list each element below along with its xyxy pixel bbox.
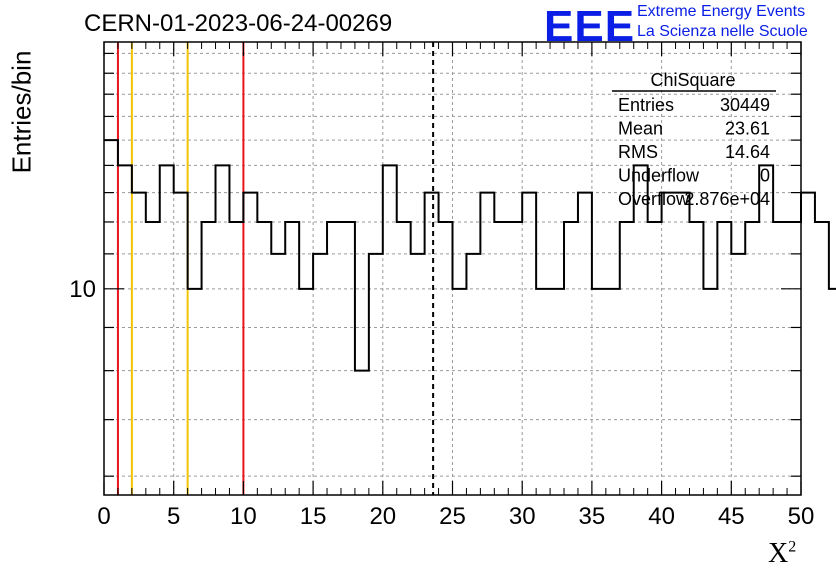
stats-label: RMS	[618, 142, 658, 162]
stats-value: 2.876e+04	[684, 189, 770, 209]
stats-label: Entries	[618, 95, 674, 115]
x-axis-label: X2	[768, 538, 797, 569]
x-tick-label: 40	[648, 503, 675, 530]
stats-value: 30449	[720, 95, 770, 115]
stats-label: Overflow	[618, 189, 690, 209]
stats-label: Mean	[618, 119, 663, 139]
marker-lines	[116, 42, 435, 495]
eee-logo: EEE	[544, 2, 636, 51]
stats-value: 14.64	[725, 142, 770, 162]
x-tick-label: 35	[579, 503, 606, 530]
y-tick-label: 10	[69, 276, 96, 303]
x-tick-label: 0	[97, 503, 110, 530]
x-tick-label: 50	[788, 503, 815, 530]
x-tick-label: 15	[300, 503, 327, 530]
x-tick-label: 10	[230, 503, 257, 530]
x-tick-label: 45	[718, 503, 745, 530]
stats-title: ChiSquare	[650, 70, 735, 90]
x-tick-label: 20	[369, 503, 396, 530]
stats-value: 0	[760, 166, 770, 186]
grid	[104, 42, 801, 495]
x-tick-label: 30	[509, 503, 536, 530]
histogram-series	[104, 139, 836, 372]
logo-subtitle-2: La Scienza nelle Scuole	[637, 23, 808, 40]
axis-ticks: 0 5 10 15 20 25 30 35 40 45 50 10	[69, 42, 814, 530]
stats-box: ChiSquare Entries 30449 Mean 23.61 RMS 14.64 U…	[612, 70, 776, 209]
logo-subtitle-1: Extreme Energy Events	[637, 3, 806, 20]
x-tick-label: 5	[167, 503, 180, 530]
stats-label: Underflow	[618, 166, 700, 186]
x-tick-label: 25	[439, 503, 466, 530]
stats-value: 23.61	[725, 119, 770, 139]
chart-title: CERN-01-2023-06-24-00269	[84, 10, 393, 37]
